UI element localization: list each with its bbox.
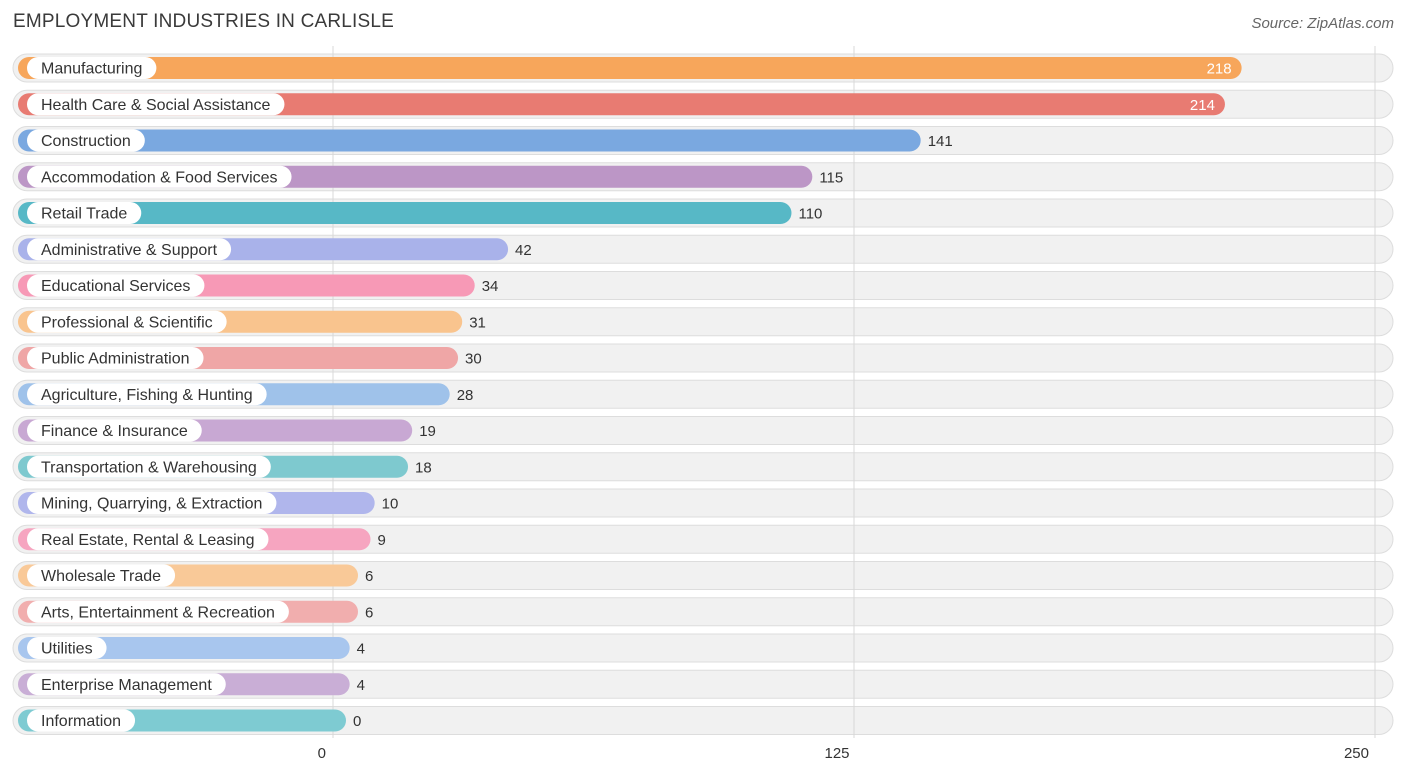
category-label: Wholesale Trade <box>41 568 161 585</box>
value-label: 0 <box>353 713 361 730</box>
value-label: 30 <box>465 351 482 368</box>
value-label: 28 <box>457 387 474 404</box>
value-label: 31 <box>469 314 486 331</box>
category-label-pill <box>27 600 289 623</box>
category-label-pill <box>27 129 145 152</box>
row-background <box>12 706 1394 735</box>
value-label: 110 <box>798 206 822 223</box>
category-label-pill <box>27 347 204 369</box>
row-background <box>12 669 1394 699</box>
category-label-pill <box>27 57 157 79</box>
value-label: 19 <box>419 423 436 440</box>
value-label: 4 <box>357 641 365 658</box>
x-tick-label: 0 <box>318 745 326 762</box>
category-label-pill <box>27 202 142 224</box>
category-label: Information <box>41 713 121 730</box>
value-label: 10 <box>382 496 399 513</box>
value-label: 9 <box>378 532 386 549</box>
row-background <box>12 561 1394 590</box>
category-label-pill <box>27 709 136 732</box>
category-label: Utilities <box>41 641 93 658</box>
value-label: 42 <box>515 242 532 259</box>
row-background <box>12 597 1394 627</box>
category-label: Mining, Quarrying, & Extraction <box>41 496 262 513</box>
category-label: Administrative & Support <box>41 242 218 259</box>
category-label-pill <box>27 455 271 478</box>
value-label: 214 <box>1190 97 1215 114</box>
value-label: 115 <box>819 169 843 186</box>
category-label-pill <box>27 310 227 333</box>
bars: Manufacturing 218 Health Care & Social Ass… <box>18 57 1242 732</box>
category-label: Construction <box>41 133 131 150</box>
category-label-pill <box>27 564 176 587</box>
category-label-pill <box>27 93 285 116</box>
bar <box>18 57 1242 79</box>
value-label: 218 <box>1207 61 1232 78</box>
category-label: Public Administration <box>41 351 190 368</box>
category-label: Enterprise Management <box>41 677 212 694</box>
category-label: Educational Services <box>41 278 190 295</box>
chart-title: EMPLOYMENT INDUSTRIES IN CARLISLE <box>13 11 395 32</box>
category-label: Accommodation & Food Services <box>41 169 278 186</box>
category-label: Real Estate, Rental & Leasing <box>41 532 254 549</box>
bar <box>18 202 792 224</box>
category-label-pill <box>27 492 277 514</box>
category-label-pill <box>27 274 205 297</box>
category-label: Finance & Insurance <box>41 423 188 440</box>
value-label: 4 <box>357 677 365 694</box>
category-label: Arts, Entertainment & Recreation <box>41 604 275 621</box>
category-label-pill <box>27 165 292 188</box>
category-label-pill <box>27 419 202 442</box>
x-tick-label: 250 <box>1344 745 1369 762</box>
row-background <box>12 633 1394 663</box>
category-label: Retail Trade <box>41 206 127 223</box>
category-label-pill <box>27 238 232 261</box>
value-label: 6 <box>365 604 373 621</box>
category-label-pill <box>27 673 226 696</box>
category-label-pill <box>27 383 267 406</box>
source-note: Source: ZipAtlas.com <box>1251 15 1394 32</box>
category-label-pill <box>27 637 107 659</box>
category-label: Manufacturing <box>41 61 142 78</box>
value-label: 141 <box>928 133 953 150</box>
value-label: 6 <box>365 568 373 585</box>
category-label: Agriculture, Fishing & Hunting <box>41 387 253 404</box>
category-label-pill <box>27 528 269 551</box>
category-label: Professional & Scientific <box>41 314 213 331</box>
category-label: Health Care & Social Assistance <box>41 97 271 114</box>
bar <box>18 129 921 152</box>
x-tick-label: 125 <box>824 745 849 762</box>
bar <box>18 93 1225 116</box>
value-label: 18 <box>415 459 432 476</box>
value-label: 34 <box>482 278 499 295</box>
category-label: Transportation & Warehousing <box>41 459 257 476</box>
